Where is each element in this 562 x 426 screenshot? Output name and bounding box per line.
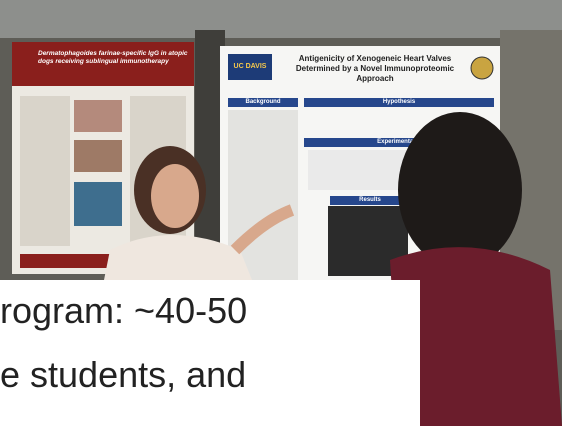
seal — [470, 56, 494, 80]
caption-box: rogram: ~40-50 e students, and — [0, 280, 420, 426]
caption-line: e students, and — [0, 354, 247, 395]
section-header: Background — [228, 98, 298, 107]
section-header: Experimental D — [304, 138, 494, 147]
section-header: Hypothesis — [304, 98, 494, 107]
section-header: Results — [330, 196, 410, 205]
poster-title: Antigenicity of Xenogeneic Heart Valves … — [295, 54, 455, 83]
caption-line: rogram: ~40-50 — [0, 290, 248, 331]
poster-title: Dermatophagoides farinae-specific IgG in… — [12, 42, 194, 86]
logo: UC DAVIS — [228, 54, 272, 80]
